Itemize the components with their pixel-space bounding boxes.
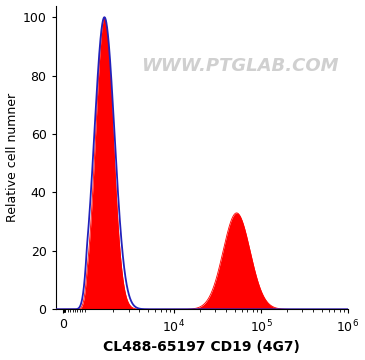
X-axis label: CL488-65197 CD19 (4G7): CL488-65197 CD19 (4G7) xyxy=(103,341,300,355)
Text: WWW.PTGLAB.COM: WWW.PTGLAB.COM xyxy=(141,57,338,75)
Y-axis label: Relative cell numner: Relative cell numner xyxy=(5,93,19,222)
